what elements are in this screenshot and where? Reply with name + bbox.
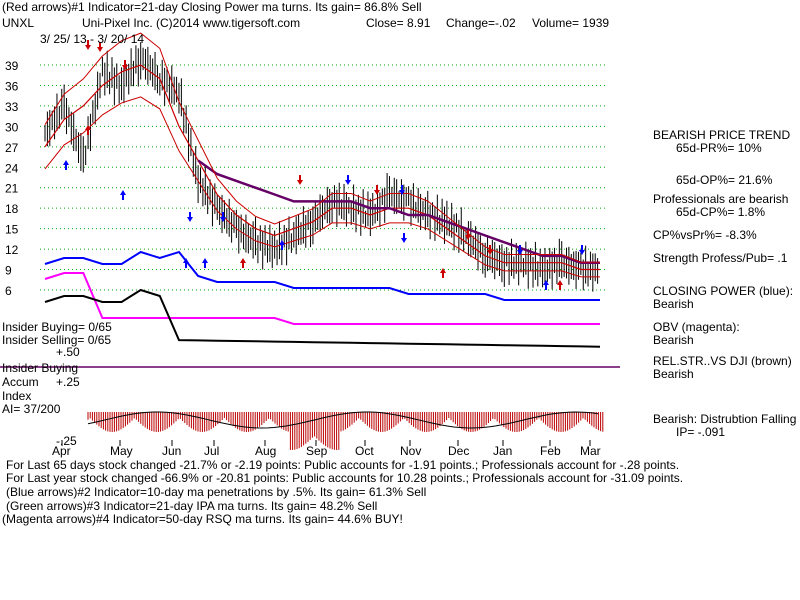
footer-year-change: For Last year stock changed -66.9% or -2… xyxy=(6,471,684,485)
y-tick-labels: 39 36 33 30 27 24 21 18 15 12 9 6 xyxy=(5,59,19,298)
x-tick-labels: Apr May Jun Jul Aug Sep Oct Nov Dec Jan Feb Mar xyxy=(52,440,601,458)
y-tick-label: 18 xyxy=(5,202,19,216)
x-tick-label: Oct xyxy=(355,444,374,458)
closing-power-status: Bearish xyxy=(653,297,694,311)
x-tick-label: Jun xyxy=(162,444,181,458)
x-tick-label: Apr xyxy=(52,444,71,458)
minus-25-label: -.25 xyxy=(56,434,77,448)
ma21-line xyxy=(44,64,600,271)
green-arrows-indicator: (Green arrows)#3 Indicator=21-day IPA ma… xyxy=(6,499,378,513)
down-arrow-icon xyxy=(517,245,523,255)
down-arrow-icon xyxy=(345,175,351,185)
y-tick-label: 12 xyxy=(5,243,19,257)
down-arrow-icon xyxy=(97,42,103,52)
volume-value: Volume= 1939 xyxy=(532,16,610,30)
accum-index-line xyxy=(87,411,599,429)
down-arrow-icon xyxy=(401,233,407,243)
down-arrow-icon xyxy=(187,212,193,222)
down-arrow-icon xyxy=(487,245,493,255)
cp-vs-pr: CP%vsPr%= -8.3% xyxy=(653,228,757,242)
up-arrow-icon xyxy=(85,125,91,135)
up-arrow-icon xyxy=(63,160,69,170)
strength-ratio: Strength Profess/Pub= .1 xyxy=(653,251,788,265)
down-arrow-icon xyxy=(297,175,303,185)
down-arrow-icon xyxy=(374,185,380,195)
x-tick-label: Jan xyxy=(493,444,512,458)
relative-strength-line xyxy=(44,288,601,348)
footer-65d-change: For Last 65 days stock changed -21.7% or… xyxy=(6,458,680,472)
insider-buying-count: Insider Buying= 0/65 xyxy=(2,320,112,334)
index-label: Index xyxy=(2,389,32,403)
y-tick-label: 15 xyxy=(5,223,19,237)
down-arrow-icon xyxy=(399,185,405,195)
y-tick-label: 24 xyxy=(5,161,19,175)
closing-power-label: CLOSING POWER (blue): xyxy=(653,284,794,298)
accum-label: Accum xyxy=(2,375,39,389)
obv-line xyxy=(44,272,600,325)
down-arrow-icon xyxy=(465,230,471,240)
y-tick-label: 30 xyxy=(5,120,19,134)
x-tick-label: Nov xyxy=(400,444,421,458)
up-arrow-icon xyxy=(543,280,549,290)
up-arrow-icon xyxy=(240,258,246,268)
x-tick-label: Feb xyxy=(540,444,561,458)
ma50-line xyxy=(197,159,600,264)
date-range: 3/ 25/ 13 - 3/ 20/ 14 xyxy=(40,32,145,46)
red-arrows-indicator: (Red arrows)#1 Indicator=21-day Closing … xyxy=(2,0,422,14)
x-tick-label: Mar xyxy=(580,444,601,458)
x-tick-label: Jul xyxy=(204,444,219,458)
down-arrow-icon xyxy=(122,60,128,70)
x-tick-label: Sep xyxy=(306,444,328,458)
plus-50-label: +.50 xyxy=(56,345,80,359)
magenta-arrows-indicator: (Magenta arrows)#4 Indicator=50-day RSQ … xyxy=(2,512,403,526)
ai-value: AI= 37/200 xyxy=(2,402,61,416)
obv-label: OBV (magenta): xyxy=(653,320,740,334)
y-tick-label: 21 xyxy=(5,182,19,196)
y-tick-label: 27 xyxy=(5,141,19,155)
relstr-status: Bearish xyxy=(653,367,694,381)
down-arrow-icon xyxy=(579,245,585,255)
op-value: 65d-OP%= 21.6% xyxy=(676,173,773,187)
y-tick-label: 33 xyxy=(5,100,19,114)
cp-value: 65d-CP%= 1.8% xyxy=(676,205,766,219)
y-tick-label: 9 xyxy=(5,264,12,278)
ip-value: IP= -.091 xyxy=(676,425,726,439)
pr-value: 65d-PR%= 10% xyxy=(676,141,762,155)
y-tick-label: 6 xyxy=(5,284,12,298)
upper-band-line xyxy=(44,32,600,263)
up-arrow-icon xyxy=(202,258,208,268)
up-arrow-icon xyxy=(279,240,285,250)
y-tick-label: 39 xyxy=(5,59,19,73)
x-tick-label: Dec xyxy=(448,444,469,458)
plus-25-label: +.25 xyxy=(56,375,80,389)
distribution-status: Bearish: Distrubtion Falling xyxy=(653,412,797,426)
signal-arrows xyxy=(63,40,585,290)
y-tick-label: 36 xyxy=(5,79,19,93)
pros-bearish: Professionals are bearish xyxy=(653,192,789,206)
up-arrow-icon xyxy=(440,268,446,278)
down-arrow-icon xyxy=(85,40,91,50)
up-arrow-icon xyxy=(183,258,189,268)
price-bars xyxy=(44,42,599,292)
down-arrow-icon xyxy=(220,212,226,222)
up-arrow-icon xyxy=(557,280,563,290)
trend-title: BEARISH PRICE TREND xyxy=(653,128,791,142)
x-tick-label: May xyxy=(110,444,133,458)
obv-status: Bearish xyxy=(653,333,694,347)
close-value: Close= 8.91 xyxy=(366,16,431,30)
up-arrow-icon xyxy=(120,190,126,200)
blue-arrows-indicator: (Blue arrows)#2 Indicator=10-day ma pene… xyxy=(6,485,427,499)
gridlines xyxy=(40,64,605,291)
ticker: UNXL xyxy=(2,16,35,30)
insider-selling-count: Insider Selling= 0/65 xyxy=(2,333,112,347)
x-tick-label: Aug xyxy=(255,444,276,458)
closing-power-line xyxy=(44,250,600,301)
lower-band-line xyxy=(44,96,600,278)
insider-buying-label: Insider Buying xyxy=(2,361,79,375)
relstr-label: REL.STR..VS DJI (brown) xyxy=(653,354,792,368)
company-name: Uni-Pixel Inc. (C)2014 www.tigersoft.com xyxy=(82,16,301,30)
change-value: Change=-.02 xyxy=(446,16,516,30)
accum-index-bars xyxy=(87,412,604,450)
